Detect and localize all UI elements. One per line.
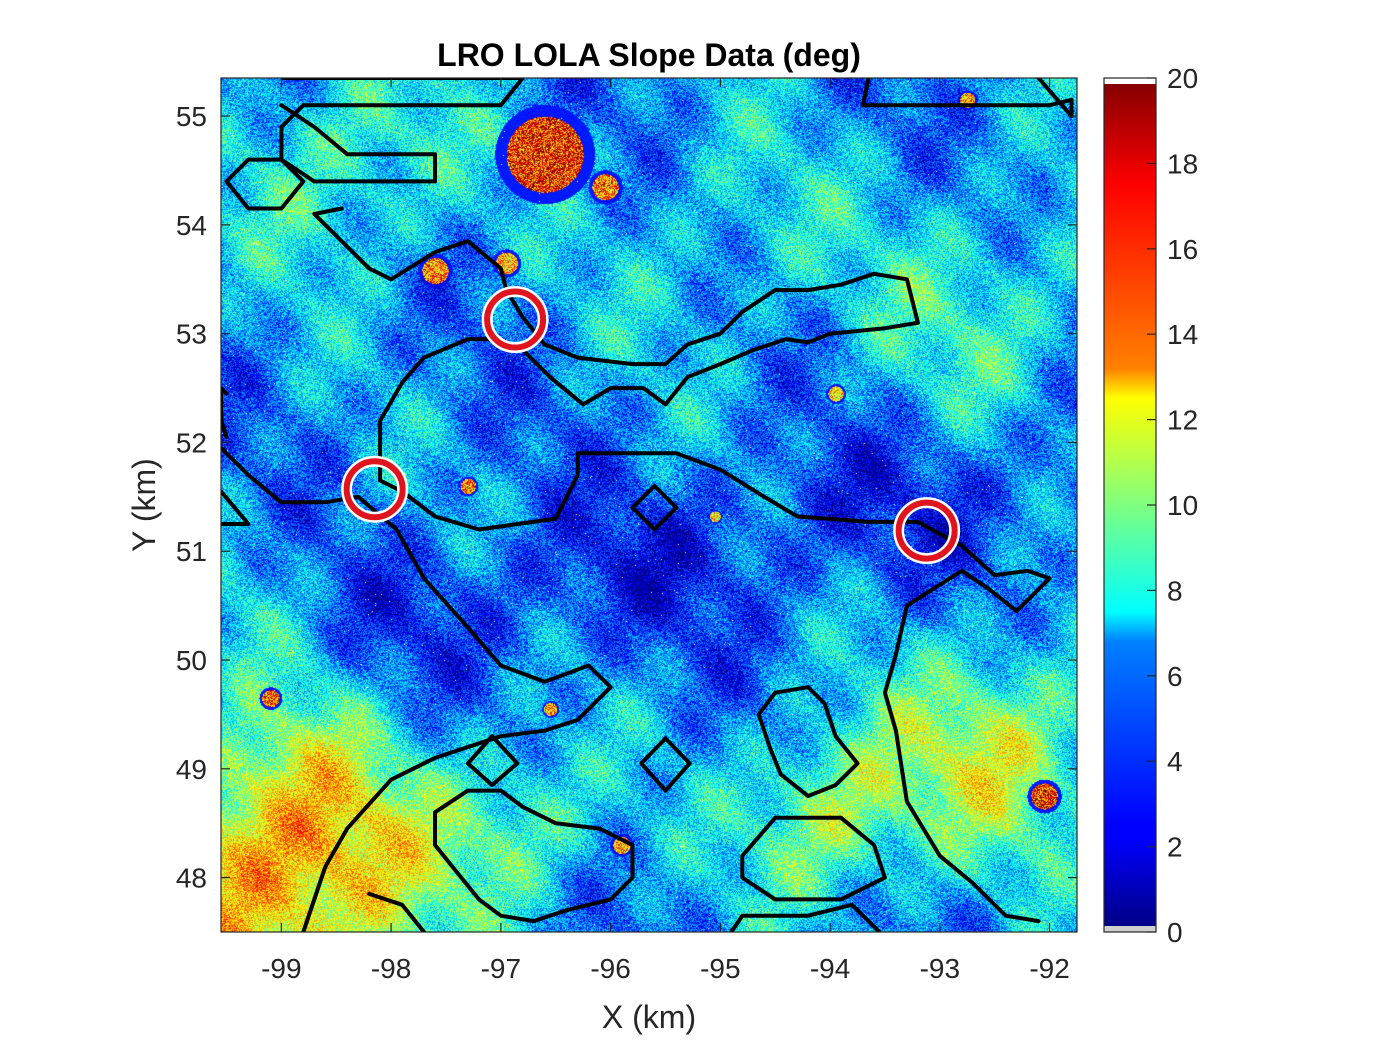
colorbar: 0 2 4 6 8 10 12 14 16 18 20 [1103, 63, 1198, 948]
x-tick-label: -96 [590, 953, 630, 984]
colorbar-tick-label: 16 [1167, 234, 1198, 265]
x-axis: -99 -98 -97 -96 -95 -94 -93 -92 [261, 78, 1070, 984]
y-tick-label: 54 [176, 210, 207, 241]
y-axis-label: Y (km) [126, 458, 162, 552]
colorbar-ticks: 0 2 4 6 8 10 12 14 16 18 20 [1147, 63, 1198, 948]
contour-line-5 [221, 489, 251, 526]
contour-line-11 [740, 815, 887, 902]
y-axis: 48 49 50 51 52 53 54 55 [176, 101, 1077, 894]
x-axis-label: X (km) [602, 999, 696, 1035]
colorbar-tick-label: 2 [1167, 832, 1183, 863]
plot-frame [220, 77, 1078, 933]
colorbar-tick-label: 14 [1167, 319, 1198, 350]
colorbar-low-cap [1104, 926, 1156, 932]
x-tick-label: -97 [481, 953, 521, 984]
marker-layer [341, 286, 961, 565]
y-tick-label: 50 [176, 645, 207, 676]
colorbar-high-cap [1104, 78, 1156, 84]
plot-area: -99 -98 -97 -96 -95 -94 -93 -92 48 49 50 51 52 53 54 5… [176, 77, 1078, 984]
contour-line-9 [639, 736, 692, 793]
contour-line-4 [221, 386, 229, 439]
contour-line-2 [224, 157, 306, 211]
contour-line-13 [433, 788, 635, 924]
y-tick-label: 55 [176, 101, 207, 132]
contour-line-7 [630, 484, 679, 532]
y-tick-label: 53 [176, 319, 207, 350]
colorbar-tick-label: 4 [1167, 746, 1183, 777]
colorbar-tick-label: 18 [1167, 148, 1198, 179]
colorbar-tick-label: 10 [1167, 490, 1198, 521]
contour-line-10 [756, 685, 860, 798]
y-tick-label: 51 [176, 536, 207, 567]
colorbar-tick-label: 20 [1167, 63, 1198, 94]
colorbar-tick-label: 6 [1167, 661, 1183, 692]
site-marker-ring [895, 499, 958, 562]
x-tick-label: -93 [920, 953, 960, 984]
site-marker-1 [481, 286, 549, 354]
colorbar-tick-label: 12 [1167, 405, 1198, 436]
contour-line-12 [729, 902, 882, 932]
contour-line-6 [221, 445, 613, 932]
y-tick-label: 49 [176, 754, 207, 785]
y-tick-label: 52 [176, 427, 207, 458]
x-tick-label: -99 [261, 953, 301, 984]
chart-title: LRO LOLA Slope Data (deg) [437, 37, 861, 73]
x-tick-label: -95 [700, 953, 740, 984]
x-tick-label: -92 [1029, 953, 1069, 984]
y-tick-label: 48 [176, 863, 207, 894]
site-marker-2 [341, 455, 409, 523]
x-tick-label: -94 [810, 953, 850, 984]
site-marker-ring [343, 458, 406, 521]
site-marker-ring [484, 288, 547, 351]
contour-line-8 [465, 734, 520, 788]
contour-line-15 [861, 78, 1074, 119]
contour-line-14 [367, 891, 426, 932]
site-marker-3 [893, 497, 961, 565]
colorbar-tick-label: 8 [1167, 575, 1183, 606]
colorbar-tick-label: 0 [1167, 917, 1183, 948]
contour-line-1 [279, 78, 525, 184]
x-tick-label: -98 [371, 953, 411, 984]
